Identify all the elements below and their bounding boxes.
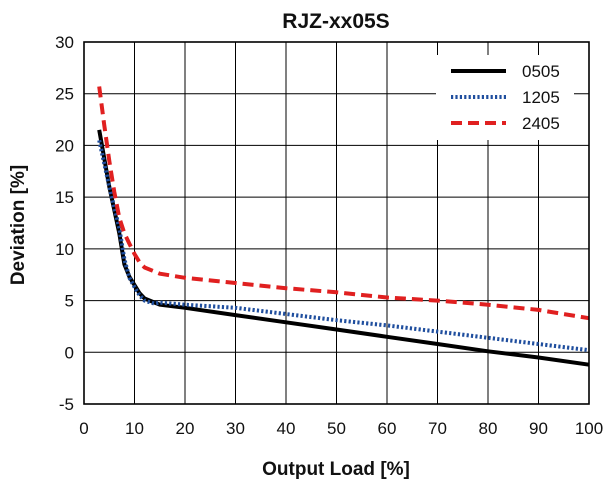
y-tick-label: 5	[65, 292, 74, 311]
x-tick-label: 60	[378, 419, 397, 438]
x-tick-label: 20	[176, 419, 195, 438]
y-tick-label: 15	[55, 188, 74, 207]
legend: 0505 1205 2405	[436, 55, 574, 140]
y-tick-label: 10	[55, 240, 74, 259]
x-tick-label: 10	[125, 419, 144, 438]
y-tick-label: 0	[65, 343, 74, 362]
x-tick-label: 90	[529, 419, 548, 438]
y-tick-labels: -5 0 5 10 15 20 25 30	[55, 33, 74, 414]
x-tick-label: 100	[575, 419, 603, 438]
y-tick-label: 25	[55, 85, 74, 104]
legend-label: 1205	[522, 88, 560, 107]
plot-frame	[83, 41, 590, 405]
series-line-1205	[97, 139, 590, 353]
legend-label: 2405	[522, 114, 560, 133]
x-axis-label: Output Load [%]	[262, 459, 410, 480]
x-tick-label: 50	[327, 419, 346, 438]
chart-title: RJZ-xx05S	[282, 10, 389, 33]
y-tick-label: 30	[55, 33, 74, 52]
legend-label: 0505	[522, 62, 560, 81]
series-line-0505	[97, 129, 590, 367]
x-tick-label: 80	[479, 419, 498, 438]
y-axis-label: Deviation [%]	[8, 165, 29, 285]
series-line-2405	[97, 86, 590, 321]
x-tick-label: 30	[226, 419, 245, 438]
series-lines	[97, 86, 590, 367]
y-tick-label: 20	[55, 136, 74, 155]
y-tick-label: -5	[59, 395, 74, 414]
x-tick-label: 40	[277, 419, 296, 438]
x-tick-labels: 0 10 20 30 40 50 60 70 80 90 100	[79, 419, 603, 438]
x-tick-label: 70	[428, 419, 447, 438]
x-tick-label: 0	[79, 419, 88, 438]
